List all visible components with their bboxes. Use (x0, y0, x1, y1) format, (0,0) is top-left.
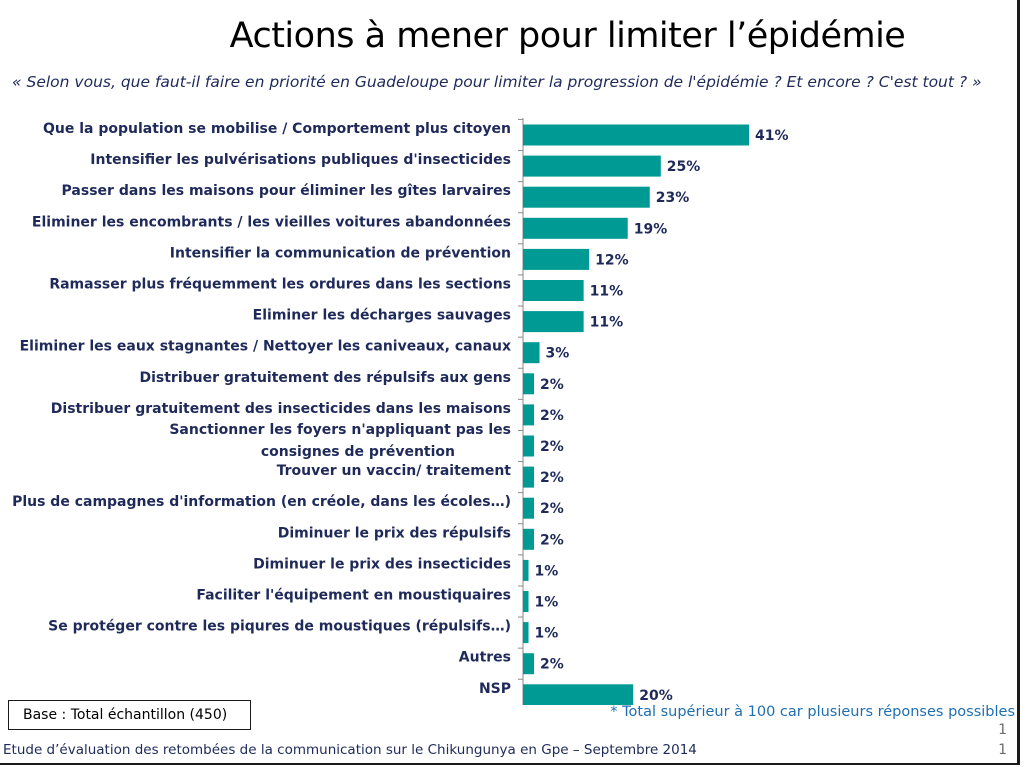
data-label: 2% (540, 657, 564, 673)
bar (523, 497, 535, 519)
category-label: Diminuer le prix des insecticides (253, 556, 511, 572)
bar (523, 404, 535, 426)
page-title: Actions à mener pour limiter l’épidémie (229, 16, 906, 56)
category-label: Se protéger contre les piqures de mousti… (48, 619, 511, 635)
category-label: Que la population se mobilise / Comporte… (43, 121, 511, 137)
data-label: 19% (634, 221, 668, 237)
category-label: Passer dans les maisons pour éliminer le… (62, 183, 511, 199)
bar (523, 435, 535, 457)
bar (523, 653, 535, 675)
bar (523, 311, 584, 333)
category-label: Plus de campagnes d'information (en créo… (12, 494, 511, 510)
data-label: 2% (540, 532, 564, 548)
bar (523, 622, 529, 644)
source-footer: Etude d’évaluation des retombées de la c… (3, 742, 697, 758)
bar-chart: 41% Que la population se mobilise / Compo… (12, 118, 789, 705)
category-label: Eliminer les encombrants / les vieilles … (32, 214, 511, 230)
data-label: 20% (639, 688, 673, 704)
bar (523, 684, 634, 705)
category-label: Diminuer le prix des répulsifs (278, 525, 511, 541)
bar (523, 342, 540, 364)
data-label: 1% (535, 626, 559, 642)
bar (523, 559, 529, 581)
category-label: Sanctionner les foyers n'appliquant pas … (169, 422, 511, 460)
category-label: Ramasser plus fréquemment les ordures da… (49, 277, 511, 293)
data-label: 11% (590, 315, 624, 331)
bar (523, 124, 749, 146)
category-label: Eliminer les décharges sauvages (253, 308, 511, 324)
data-label: 25% (667, 159, 701, 175)
data-label: 2% (540, 439, 564, 455)
bar (523, 280, 584, 301)
category-label: Trouver un vaccin/ traitement (277, 463, 512, 479)
category-label: Eliminer les eaux stagnantes / Nettoyer … (20, 339, 511, 355)
data-label: 12% (595, 252, 629, 268)
data-label: 11% (590, 284, 624, 300)
bar (523, 217, 628, 239)
bar (523, 528, 535, 550)
category-label: Intensifier la communication de préventi… (170, 245, 511, 261)
bar (523, 248, 590, 270)
page-number: 1 (998, 722, 1007, 738)
bar (523, 466, 535, 488)
base-sample-text: Base : Total échantillon (450) (23, 707, 228, 723)
data-label: 23% (656, 190, 690, 206)
category-label: NSP (479, 681, 511, 697)
category-label: Faciliter l'équipement en moustiquaires (196, 588, 511, 604)
base-sample-box: Base : Total échantillon (450) (8, 700, 251, 730)
category-label: Distribuer gratuitement des insecticides… (51, 401, 511, 417)
bar (523, 591, 529, 612)
bar (523, 373, 535, 395)
page-number-secondary: 1 (998, 742, 1007, 758)
data-label: 2% (540, 501, 564, 517)
data-label: 1% (535, 563, 559, 579)
data-label: 41% (755, 128, 789, 144)
bar (523, 186, 650, 208)
data-label: 2% (540, 470, 564, 486)
data-label: 3% (546, 346, 570, 362)
question-subtitle: « Selon vous, que faut-il faire en prior… (12, 73, 982, 91)
data-label: 1% (535, 595, 559, 611)
category-label: Autres (459, 650, 511, 666)
data-label: 2% (540, 408, 564, 424)
data-label: 2% (540, 377, 564, 393)
bar (523, 155, 661, 177)
category-label: Distribuer gratuitement des répulsifs au… (139, 370, 511, 386)
category-label: Intensifier les pulvérisations publiques… (90, 152, 511, 168)
footnote: * Total supérieur à 100 car plusieurs ré… (610, 704, 1015, 720)
